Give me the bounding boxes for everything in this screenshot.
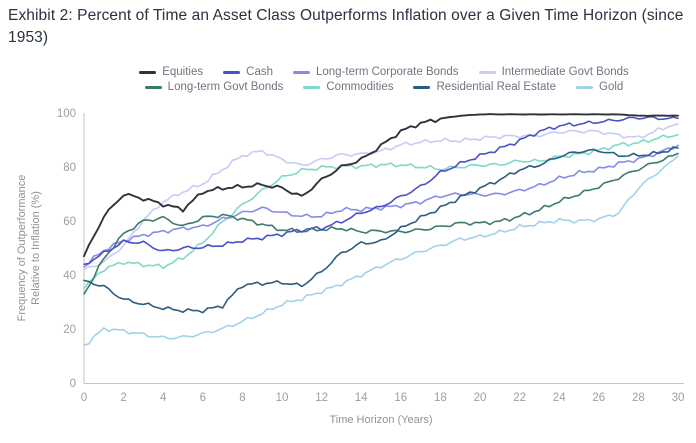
legend-swatch-intermediate-govt-bonds [478,70,496,74]
legend-swatch-lt-govt-bonds [144,85,162,89]
legend-label: Long-term Corporate Bonds [316,66,459,78]
legend-swatch-gold [576,85,594,89]
x-tick-label: 6 [200,392,206,404]
x-tick-label: 10 [276,392,289,404]
legend-row-2: Long-term Govt Bonds Commodities Residen… [84,81,684,93]
legend-item-lt-govt-bonds: Long-term Govt Bonds [144,81,284,93]
legend-label: Equities [162,66,204,78]
x-tick-label: 12 [315,392,328,404]
y-axis-title-line-2: Relative to Inflation (%) [30,191,43,305]
x-tick-label: 26 [592,392,605,404]
series-line-long-term-govt-bonds [83,152,679,295]
legend-row-1: Equities Cash Long-term Corporate Bonds … [84,66,684,78]
legend-label: Long-term Govt Bonds [167,81,284,93]
series-line-cash [83,115,679,265]
x-tick-label: 0 [81,392,87,404]
legend-item-lt-corporate-bonds: Long-term Corporate Bonds [293,66,459,78]
x-tick-label: 2 [120,392,126,404]
series-line-intermediate-govt-bonds [83,123,679,271]
x-tick-label: 24 [553,392,566,404]
y-tick-label: 60 [63,216,76,228]
y-tick-label: 40 [63,270,76,282]
x-tick-label: 16 [394,392,407,404]
y-axis-title: Frequency of Outperformance Relative to … [15,113,45,383]
x-tick-label: 22 [513,392,526,404]
x-tick-label: 14 [355,392,368,404]
exhibit-title: Exhibit 2: Percent of Time an Asset Clas… [8,7,684,46]
legend-label: Intermediate Govt Bonds [501,66,629,78]
series-line-residential-real-estate [83,146,679,314]
legend-swatch-cash [223,70,241,74]
x-axis-title: Time Horizon (Years) [329,414,433,426]
legend-swatch-commodities [303,85,321,89]
legend-swatch-equities [139,70,157,74]
legend-label: Commodities [326,81,394,93]
legend-item-cash: Cash [223,66,273,78]
y-tick-label: 20 [63,324,76,336]
series-line-equities [83,113,679,258]
legend-item-residential-real-estate: Residential Real Estate [413,81,556,93]
y-tick-label: 0 [70,378,76,390]
y-axis-title-line-1: Frequency of Outperformance [16,174,28,322]
series-line-long-term-corporate-bonds [83,144,679,268]
legend-item-intermediate-govt-bonds: Intermediate Govt Bonds [478,66,629,78]
legend-item-equities: Equities [139,66,203,78]
x-tick-label: 30 [672,392,685,404]
y-tick-label: 100 [57,108,76,120]
x-tick-label: 8 [239,392,245,404]
legend-label: Gold [599,81,624,93]
x-tick-label: 20 [474,392,487,404]
x-tick-label: 28 [632,392,645,404]
chart-legend: Equities Cash Long-term Corporate Bonds … [84,66,684,93]
legend-label: Residential Real Estate [436,81,557,93]
x-tick-label: 18 [434,392,447,404]
legend-label: Cash [246,66,273,78]
legend-item-commodities: Commodities [303,81,393,93]
legend-item-gold: Gold [576,81,623,93]
legend-swatch-residential-real-estate [413,85,431,89]
series-line-commodities [83,133,679,290]
legend-swatch-lt-corporate-bonds [293,70,310,74]
x-tick-label: 4 [160,392,167,404]
series-line-gold [83,155,679,346]
y-tick-label: 80 [63,162,76,174]
